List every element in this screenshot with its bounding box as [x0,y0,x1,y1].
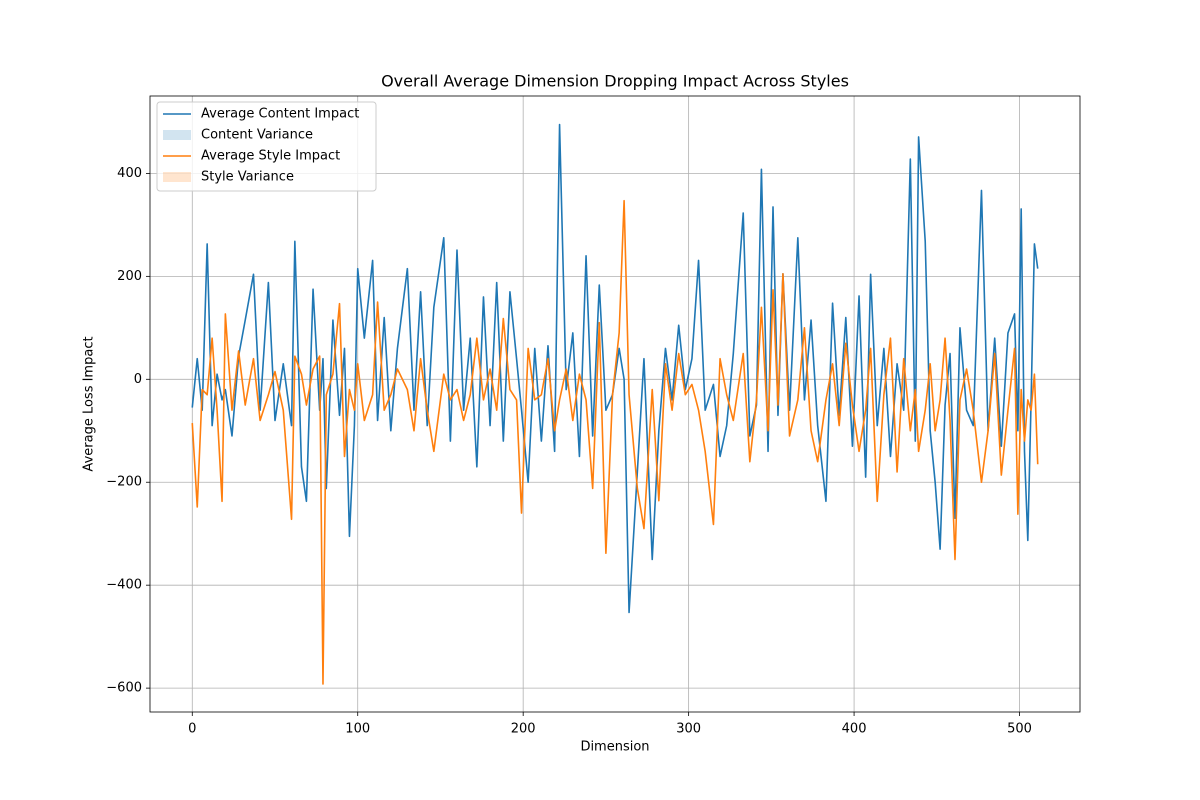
plot-frame [149,95,1081,713]
y-tick-label: −200 [106,475,142,490]
x-tick-label: 100 [345,722,370,737]
x-tick-label: 300 [676,722,701,737]
y-tick-label: −600 [106,681,142,696]
legend: Average Content Impact Content Variance Av… [156,101,377,192]
legend-swatch [163,172,191,182]
y-tick-label: 200 [117,269,142,284]
y-tick-label: 0 [134,372,142,387]
legend-box [156,101,377,192]
y-axis-label: Average Loss Impact [82,336,97,471]
legend-label: Average Style Impact [201,149,340,164]
y-tick-label: 400 [117,166,142,181]
x-axis-label: Dimension [580,740,649,755]
x-tick-label: 0 [188,722,196,737]
legend-swatch [163,130,191,140]
data-line [191,199,1039,685]
legend-label: Average Content Impact [201,107,359,122]
legend-label: Style Variance [201,170,294,185]
x-tick-label: 200 [511,722,536,737]
legend-label: Content Variance [201,128,313,143]
x-tick-label: 400 [842,722,867,737]
chart-title: Overall Average Dimension Dropping Impac… [381,72,849,91]
x-tick-label: 500 [1007,722,1032,737]
y-tick-label: −400 [106,578,142,593]
